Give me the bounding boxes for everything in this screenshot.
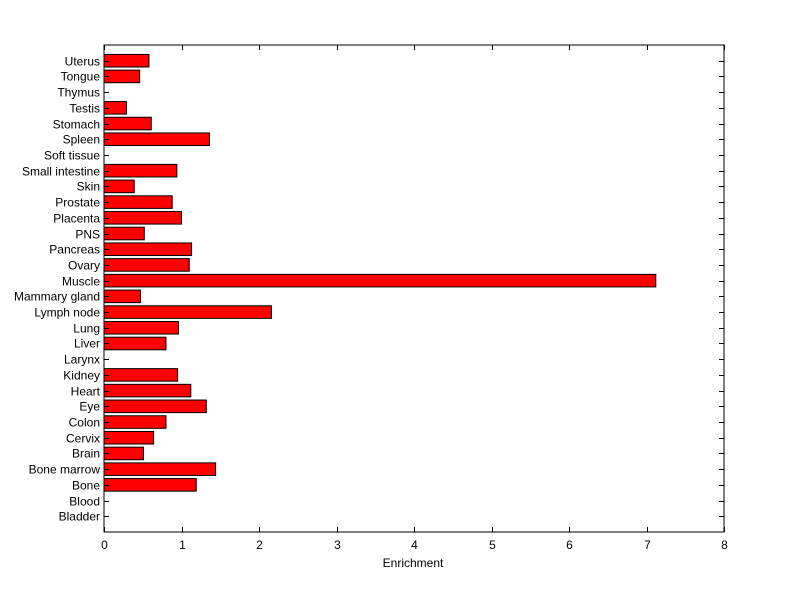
bar-pns <box>103 226 145 241</box>
x-tick-label: 1 <box>179 538 186 552</box>
y-tick-label: Brain <box>72 447 100 461</box>
x-tick-label: 6 <box>566 538 573 552</box>
y-tick-label: Testis <box>69 102 100 116</box>
y-tick-label: Bone <box>72 479 100 493</box>
y-tick-label: PNS <box>75 228 100 242</box>
y-tick-label: Cervix <box>66 432 100 446</box>
y-tick-label: Thymus <box>57 86 100 100</box>
y-tick-label: Mammary gland <box>14 290 100 304</box>
bar-cervix <box>103 430 155 445</box>
y-tick-label: Bone marrow <box>29 463 101 477</box>
y-tick-label: Eye <box>79 400 100 414</box>
bar-brain <box>103 446 145 461</box>
y-tick-label: Stomach <box>53 118 100 132</box>
y-tick-label: Muscle <box>62 275 100 289</box>
bar-prostate <box>103 195 173 209</box>
y-tick-label: Pancreas <box>49 243 100 257</box>
x-tick-label: 5 <box>489 538 496 552</box>
bar-stomach <box>103 116 152 131</box>
y-tick-label: Tongue <box>61 70 101 84</box>
bar-mammary-gland <box>103 289 141 304</box>
bar-tongue <box>103 69 141 84</box>
y-tick-label: Prostate <box>55 196 100 210</box>
y-tick-label: Heart <box>71 385 101 399</box>
x-tick-label: 7 <box>644 538 651 552</box>
x-tick-label: 3 <box>334 538 341 552</box>
x-axis-label: Enrichment <box>383 556 444 570</box>
bar-placenta <box>103 211 182 225</box>
bar-muscle <box>103 273 657 288</box>
y-tick-label: Larynx <box>64 353 100 367</box>
y-tick-label: Ovary <box>68 259 100 273</box>
bar-uterus <box>103 53 150 68</box>
x-tick-label: 2 <box>256 538 263 552</box>
y-tick-label: Spleen <box>63 133 100 147</box>
y-tick-label: Lung <box>73 322 100 336</box>
x-tick-label: 4 <box>411 538 418 552</box>
y-tick-label: Liver <box>74 337 100 351</box>
axes-box <box>103 44 725 533</box>
bar-lung <box>103 320 179 335</box>
y-tick-label: Blood <box>69 495 100 509</box>
bar-heart <box>103 383 192 398</box>
y-tick-label: Lymph node <box>34 306 100 320</box>
bar-liver <box>103 336 167 351</box>
y-tick-label: Colon <box>69 416 100 430</box>
y-tick-label: Placenta <box>53 212 100 226</box>
y-tick-label: Uterus <box>65 55 100 69</box>
bar-testis <box>103 101 127 115</box>
bar-pancreas <box>103 242 193 257</box>
bar-eye <box>103 399 207 414</box>
bar-bone-marrow <box>103 462 217 476</box>
bar-colon <box>103 415 167 429</box>
bar-lymph-node <box>103 305 272 319</box>
bar-ovary <box>103 258 190 272</box>
bar-bone <box>103 478 197 492</box>
bar-small-intestine <box>103 163 178 178</box>
x-tick-label: 0 <box>101 538 108 552</box>
bar-kidney <box>103 368 179 382</box>
y-tick-label: Small intestine <box>22 165 100 179</box>
x-tick-label: 8 <box>721 538 728 552</box>
y-tick-label: Skin <box>77 180 100 194</box>
bar-spleen <box>103 132 210 147</box>
y-tick-label: Bladder <box>59 510 100 524</box>
y-tick-label: Kidney <box>63 369 100 383</box>
y-tick-label: Soft tissue <box>44 149 100 163</box>
